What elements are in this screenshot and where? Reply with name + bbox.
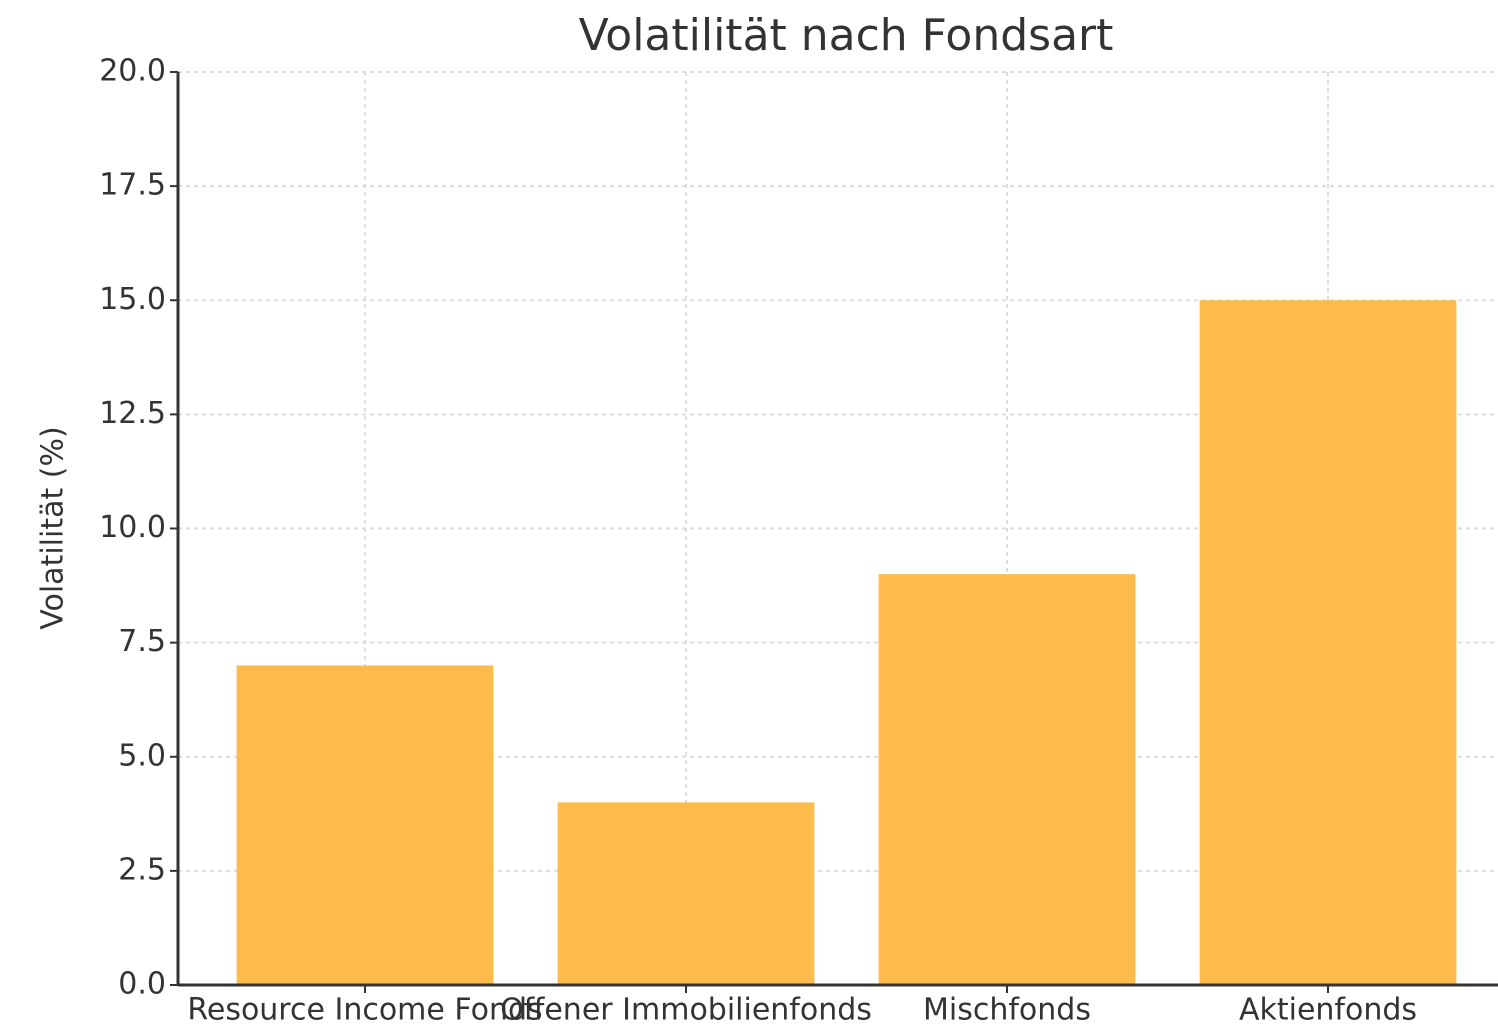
- bar: [878, 574, 1136, 985]
- chart-title: Volatilität nach Fondsart: [579, 10, 1114, 61]
- y-tick-label: 20.0: [99, 54, 166, 89]
- y-tick-label: 2.5: [118, 852, 166, 887]
- x-tick-label: Offener Immobilienfonds: [500, 993, 872, 1028]
- y-tick-label: 15.0: [99, 282, 166, 317]
- x-tick-label: Resource Income Fonds: [187, 993, 542, 1028]
- y-axis-label: Volatilität (%): [36, 426, 71, 629]
- y-tick-label: 0.0: [118, 967, 166, 1002]
- bar: [1199, 300, 1457, 985]
- bar: [557, 802, 815, 985]
- x-tick-label: Aktienfonds: [1239, 993, 1417, 1028]
- bar: [236, 665, 494, 985]
- x-tick-label: Mischfonds: [923, 993, 1091, 1028]
- y-tick-label: 7.5: [118, 624, 166, 659]
- y-tick-label: 5.0: [118, 738, 166, 773]
- y-tick-label: 12.5: [99, 396, 166, 431]
- y-tick-label: 17.5: [99, 168, 166, 203]
- y-tick-label: 10.0: [99, 510, 166, 545]
